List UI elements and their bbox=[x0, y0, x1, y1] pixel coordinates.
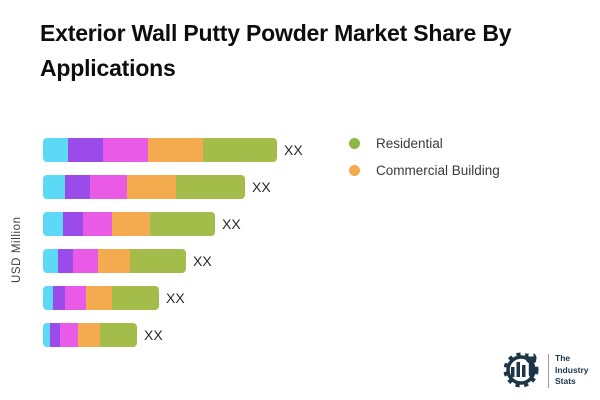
bar-stack bbox=[43, 138, 277, 162]
bar-segment-residential bbox=[112, 286, 159, 310]
bar-segment-commercial-building bbox=[148, 138, 203, 162]
bar-stack bbox=[43, 175, 245, 199]
bar-row: XX bbox=[43, 212, 303, 236]
logo-divider bbox=[548, 353, 549, 388]
bar-segment-unlabeled-1 bbox=[43, 323, 50, 347]
bar-segment-residential bbox=[130, 249, 186, 273]
bar-segment-unlabeled-3 bbox=[73, 249, 98, 273]
legend-label: Residential bbox=[376, 135, 443, 151]
bar-segment-unlabeled-1 bbox=[43, 249, 58, 273]
bar-segment-unlabeled-3 bbox=[65, 286, 86, 310]
bar-segment-unlabeled-2 bbox=[53, 286, 65, 310]
bar-segment-residential bbox=[150, 212, 215, 236]
bar-segment-commercial-building bbox=[112, 212, 150, 236]
logo-text-line: The bbox=[555, 353, 571, 364]
brand-logo: The Industry Stats bbox=[501, 346, 589, 395]
bar-row: XX bbox=[43, 323, 303, 347]
bar-value-label: XX bbox=[252, 179, 271, 195]
bar-row: XX bbox=[43, 175, 303, 199]
bar-segment-unlabeled-1 bbox=[43, 286, 53, 310]
bar-stack bbox=[43, 212, 215, 236]
bar-value-label: XX bbox=[166, 290, 185, 306]
bar-segment-unlabeled-3 bbox=[103, 138, 148, 162]
y-axis-label: USD Million bbox=[11, 216, 23, 283]
bar-segment-residential bbox=[100, 323, 137, 347]
bar-segment-unlabeled-2 bbox=[58, 249, 73, 273]
bar-segment-unlabeled-1 bbox=[43, 212, 63, 236]
bars-area: XX XX XX XX XX XX bbox=[43, 138, 303, 347]
bar-segment-unlabeled-2 bbox=[68, 138, 103, 162]
bar-segment-commercial-building bbox=[98, 249, 130, 273]
bar-row: XX bbox=[43, 138, 303, 162]
bar-segment-unlabeled-2 bbox=[50, 323, 60, 347]
bar-segment-residential bbox=[203, 138, 277, 162]
bar-stack bbox=[43, 249, 186, 273]
bar-value-label: XX bbox=[193, 253, 212, 269]
legend-dot-commercial-building bbox=[349, 164, 360, 176]
bar-segment-unlabeled-1 bbox=[43, 175, 65, 199]
bar-segment-unlabeled-1 bbox=[43, 138, 68, 162]
bar-segment-unlabeled-2 bbox=[65, 175, 90, 199]
bar-segment-unlabeled-3 bbox=[83, 212, 112, 236]
bar-segment-unlabeled-2 bbox=[63, 212, 83, 236]
legend-label: Commercial Building bbox=[376, 162, 500, 178]
legend-item-residential: Residential bbox=[349, 133, 500, 153]
legend-item-commercial-building: Commercial Building bbox=[349, 160, 500, 180]
bar-stack bbox=[43, 323, 137, 347]
bar-segment-commercial-building bbox=[127, 175, 176, 199]
bar-segment-residential bbox=[176, 175, 245, 199]
legend-dot-residential bbox=[349, 137, 360, 149]
bar-value-label: XX bbox=[144, 327, 163, 343]
legend: Residential Commercial Building bbox=[349, 133, 500, 180]
chart-title: Exterior Wall Putty Powder Market Share … bbox=[40, 20, 512, 81]
bar-segment-commercial-building bbox=[86, 286, 112, 310]
gear-bars-wrench-icon bbox=[501, 346, 545, 395]
logo-text-line: Stats bbox=[555, 376, 576, 387]
bar-segment-commercial-building bbox=[78, 323, 100, 347]
bar-segment-unlabeled-3 bbox=[90, 175, 127, 199]
bar-row: XX bbox=[43, 249, 303, 273]
bar-value-label: XX bbox=[284, 142, 303, 158]
logo-text-line: Industry bbox=[555, 364, 589, 375]
logo-wordmark: The Industry Stats bbox=[555, 353, 589, 388]
bar-stack bbox=[43, 286, 159, 310]
bar-segment-unlabeled-3 bbox=[60, 323, 78, 347]
bar-row: XX bbox=[43, 286, 303, 310]
bar-value-label: XX bbox=[222, 216, 241, 232]
